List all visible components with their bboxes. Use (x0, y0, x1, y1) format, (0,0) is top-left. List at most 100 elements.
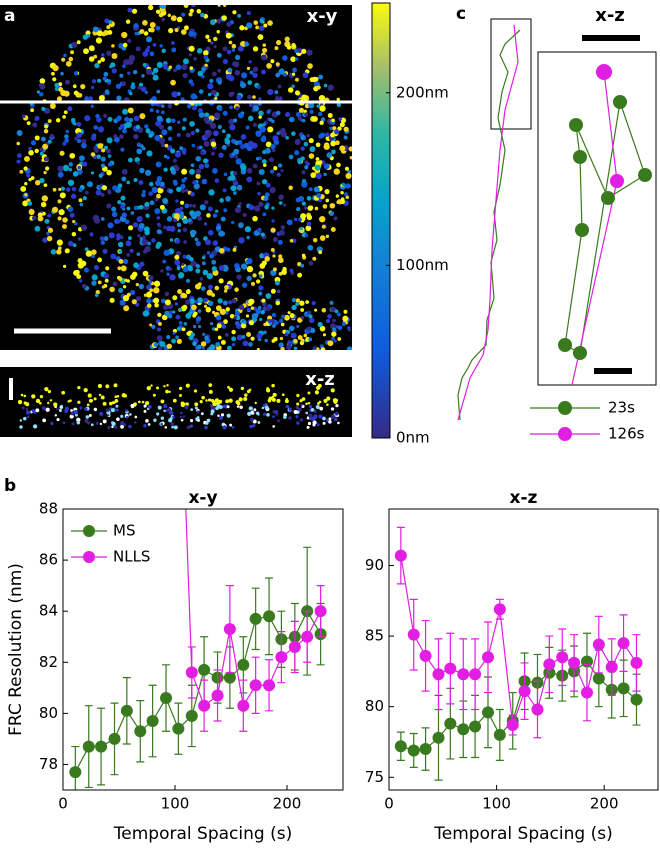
localization (231, 336, 237, 342)
zoom-box (490, 18, 532, 130)
localization (233, 191, 237, 195)
localization (127, 157, 133, 163)
localization (162, 63, 168, 69)
marker (558, 338, 572, 352)
localization (76, 420, 81, 425)
localization (156, 412, 160, 416)
localization (234, 69, 241, 76)
localization (168, 65, 173, 70)
localization (108, 232, 115, 239)
localization (68, 240, 74, 247)
localization (252, 46, 259, 52)
localization (189, 66, 194, 70)
localization (146, 298, 152, 304)
localization (61, 390, 66, 395)
localization (340, 117, 347, 124)
data-point (95, 740, 108, 753)
localization (166, 216, 173, 222)
legend-marker (83, 551, 95, 563)
localization (341, 322, 346, 327)
localization (229, 174, 236, 181)
localization (85, 30, 91, 36)
localization (190, 191, 195, 197)
localization (333, 339, 337, 343)
localization (149, 288, 154, 293)
localization (154, 197, 159, 202)
localization (325, 234, 330, 238)
localization (324, 189, 330, 195)
localization (343, 135, 348, 140)
localization (295, 298, 300, 303)
localization (77, 262, 84, 269)
data-point (407, 628, 420, 641)
localization (100, 192, 105, 197)
localization (257, 413, 260, 416)
localization (58, 87, 64, 92)
localization (159, 44, 163, 48)
localization (198, 112, 205, 118)
localization (191, 230, 197, 236)
localization (166, 335, 171, 340)
localization (305, 411, 308, 415)
localization (69, 414, 74, 419)
localization (97, 143, 104, 149)
chart-title: x-z (510, 488, 538, 508)
localization (276, 289, 281, 294)
localization (100, 163, 106, 168)
localization (289, 238, 294, 243)
localization (153, 418, 157, 422)
localization (222, 425, 227, 430)
localization (181, 126, 186, 131)
localization (116, 394, 120, 398)
localization (20, 186, 27, 192)
localization (145, 169, 152, 176)
localization (145, 291, 153, 298)
legend-marker (558, 401, 572, 415)
localization (112, 281, 118, 287)
localization (96, 116, 102, 123)
localization (67, 206, 74, 212)
localization (170, 422, 175, 426)
localization (209, 78, 214, 83)
localization (163, 167, 168, 172)
localization (132, 222, 139, 228)
localization (169, 274, 176, 281)
localization (223, 208, 228, 213)
localization (102, 419, 107, 424)
localization (297, 335, 303, 341)
localization (170, 118, 176, 123)
localization (211, 310, 216, 315)
localization (252, 72, 258, 79)
localization (231, 298, 237, 304)
localization (106, 50, 112, 56)
localization (286, 219, 293, 226)
localization (306, 133, 310, 138)
localization (265, 305, 271, 312)
localization (261, 298, 266, 303)
localization (307, 391, 311, 395)
localization (295, 302, 300, 306)
localization (135, 302, 140, 307)
localization (121, 31, 128, 39)
localization (225, 196, 231, 202)
localization (209, 344, 216, 350)
localization (86, 403, 90, 407)
localization (322, 333, 327, 337)
localization (107, 154, 112, 159)
localization (101, 148, 106, 153)
localization (330, 407, 335, 411)
localization (28, 146, 32, 151)
localization (266, 413, 270, 417)
localization (201, 66, 207, 72)
localization (345, 183, 351, 189)
localization (103, 145, 108, 150)
localization (91, 280, 97, 286)
localization (246, 168, 253, 174)
localization (339, 122, 345, 128)
localization (56, 418, 60, 422)
localization (235, 310, 241, 316)
localization (245, 125, 250, 130)
localization (114, 398, 119, 403)
localization (187, 218, 192, 223)
